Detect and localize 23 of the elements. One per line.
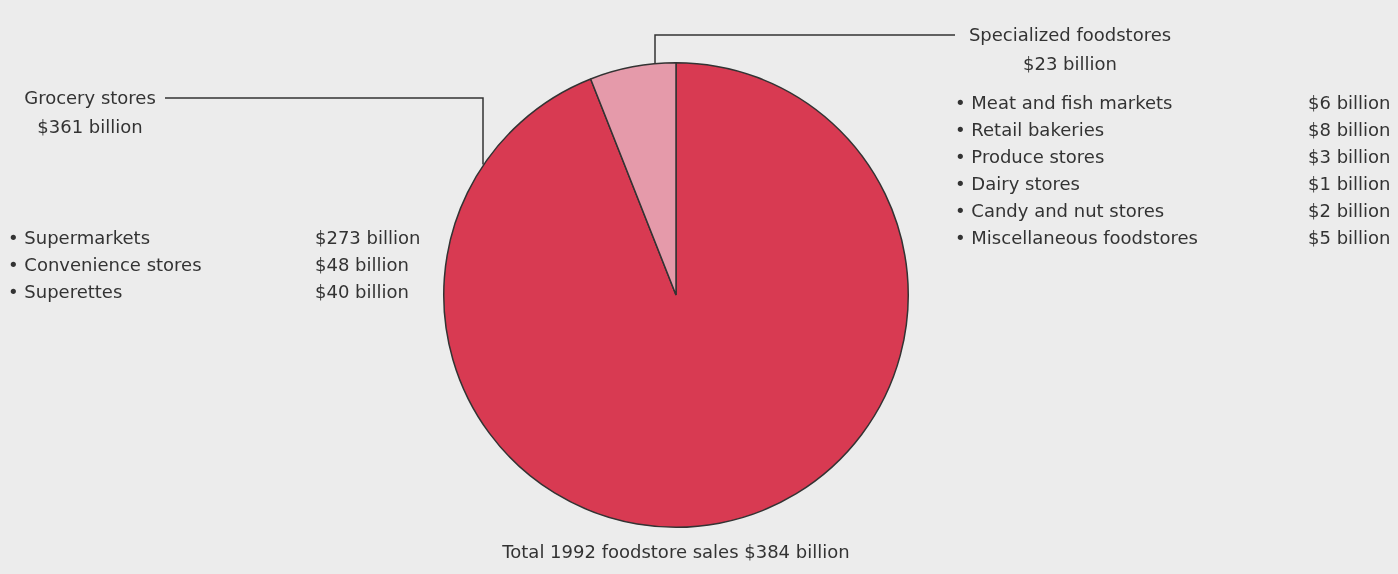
text: • Produce stores <box>955 146 1105 168</box>
data-label: $361 billion <box>37 116 143 138</box>
text: • Superettes <box>8 281 123 303</box>
text: • Meat and fish markets <box>955 92 1173 114</box>
text: • Retail bakeries <box>955 119 1105 141</box>
text: $6 billion <box>1308 92 1391 114</box>
text: • Miscellaneous foodstores <box>955 227 1198 249</box>
text: $40 billion <box>315 281 409 303</box>
text: $273 billion <box>315 227 421 249</box>
text: $48 billion <box>315 254 409 276</box>
text: $8 billion <box>1308 119 1391 141</box>
data-label: $23 billion <box>1023 53 1117 75</box>
text: • Supermarkets <box>8 227 151 249</box>
text: $1 billion <box>1308 173 1391 195</box>
text: $3 billion <box>1308 146 1391 168</box>
text: $5 billion <box>1308 227 1391 249</box>
text: • Dairy stores <box>955 173 1080 195</box>
slice-label: Specialized foodstores <box>968 24 1172 46</box>
text: Total 1992 foodstore sales $384 billion <box>502 541 850 563</box>
text: • Convenience stores <box>8 254 202 276</box>
text: • Candy and nut stores <box>955 200 1165 222</box>
slice-label: Grocery stores <box>24 87 156 109</box>
text: $2 billion <box>1308 200 1391 222</box>
